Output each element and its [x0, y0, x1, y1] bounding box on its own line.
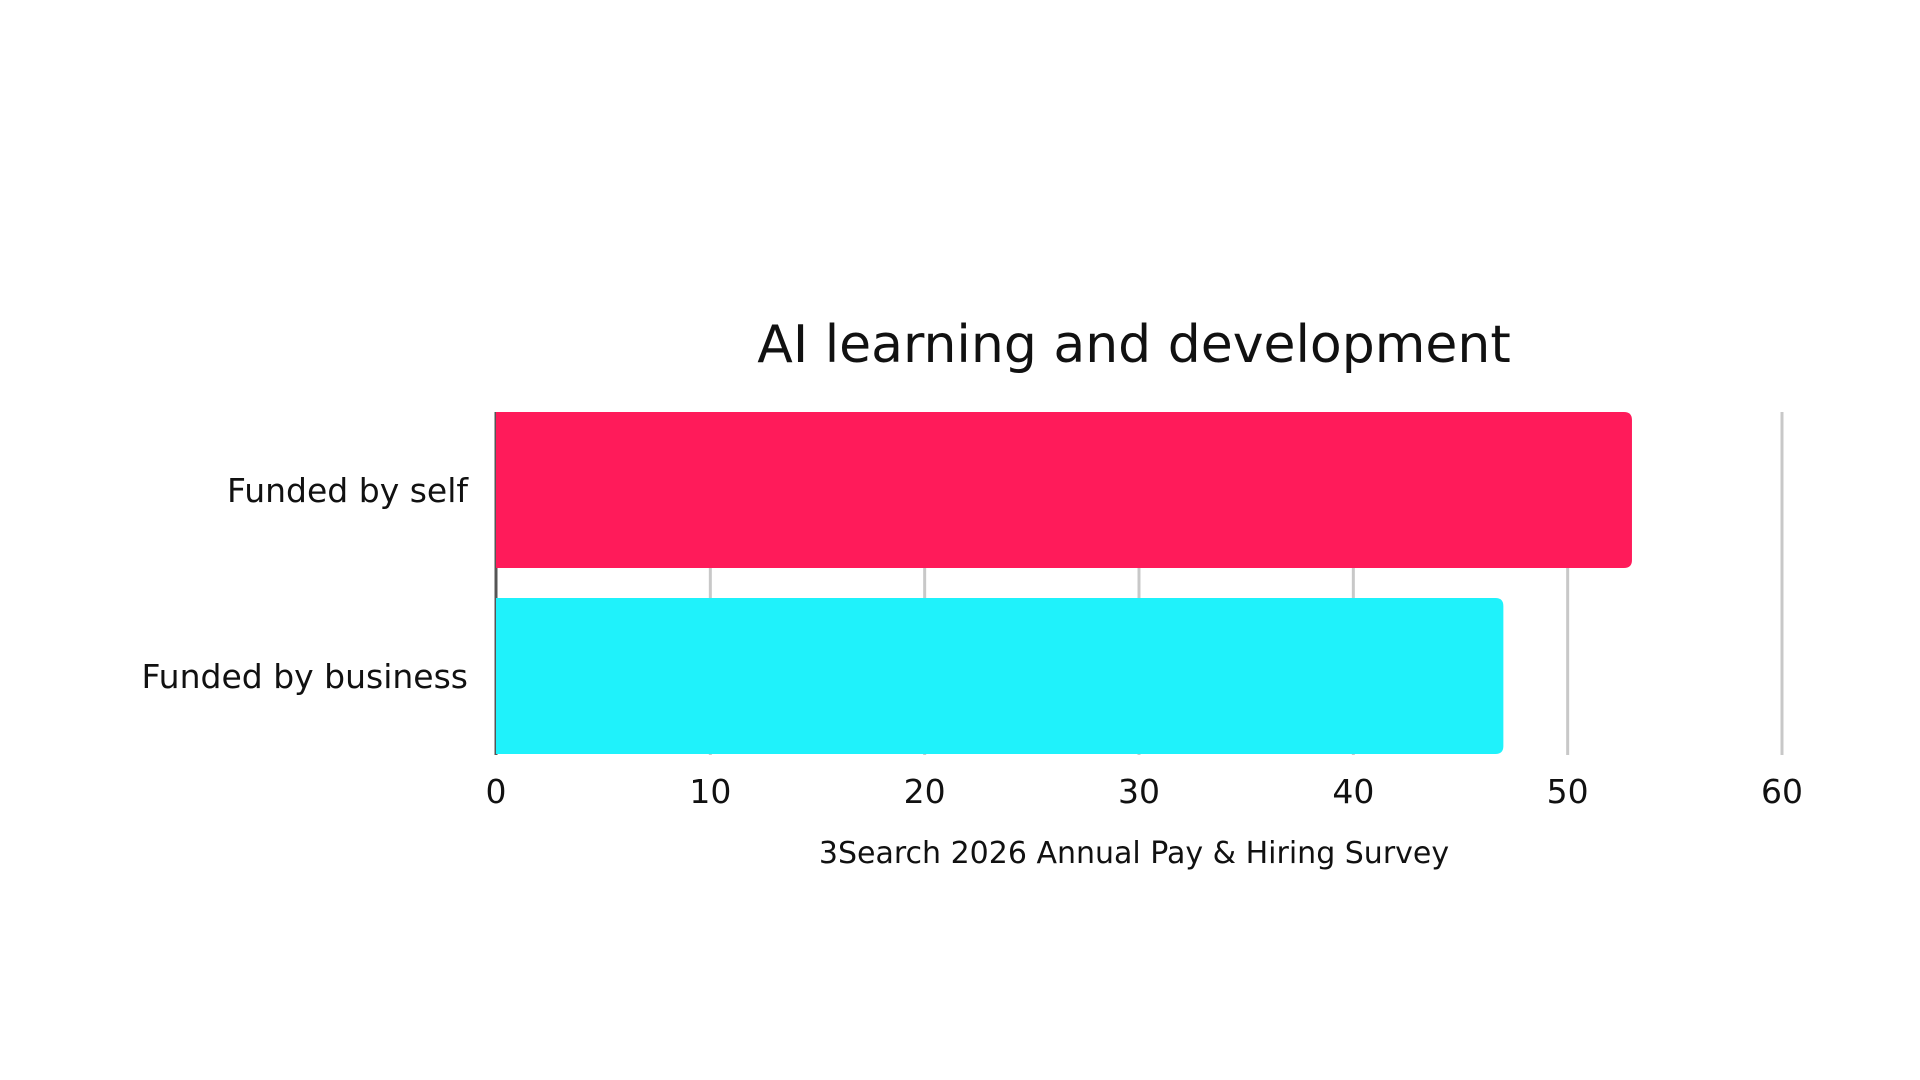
category-label-funded-by-self: Funded by self	[227, 471, 469, 510]
x-axis-tick-labels: 0 10 20 30 40 50 60	[486, 772, 1804, 811]
bars	[496, 412, 1632, 754]
chart-title: AI learning and development	[757, 315, 1511, 375]
bar-funded-by-business	[496, 598, 1504, 754]
x-tick-label-50: 50	[1547, 772, 1589, 811]
x-tick-label-30: 30	[1118, 772, 1160, 811]
x-tick-label-20: 20	[904, 772, 946, 811]
x-tick-label-60: 60	[1761, 772, 1803, 811]
category-labels: Funded by self Funded by business	[142, 471, 470, 696]
bar-funded-by-self	[496, 412, 1632, 568]
category-label-funded-by-business: Funded by business	[142, 657, 469, 696]
x-tick-label-40: 40	[1332, 772, 1374, 811]
x-axis-label: 3Search 2026 Annual Pay & Hiring Survey	[819, 836, 1449, 871]
x-tick-label-0: 0	[486, 772, 507, 811]
x-tick-label-10: 10	[689, 772, 731, 811]
